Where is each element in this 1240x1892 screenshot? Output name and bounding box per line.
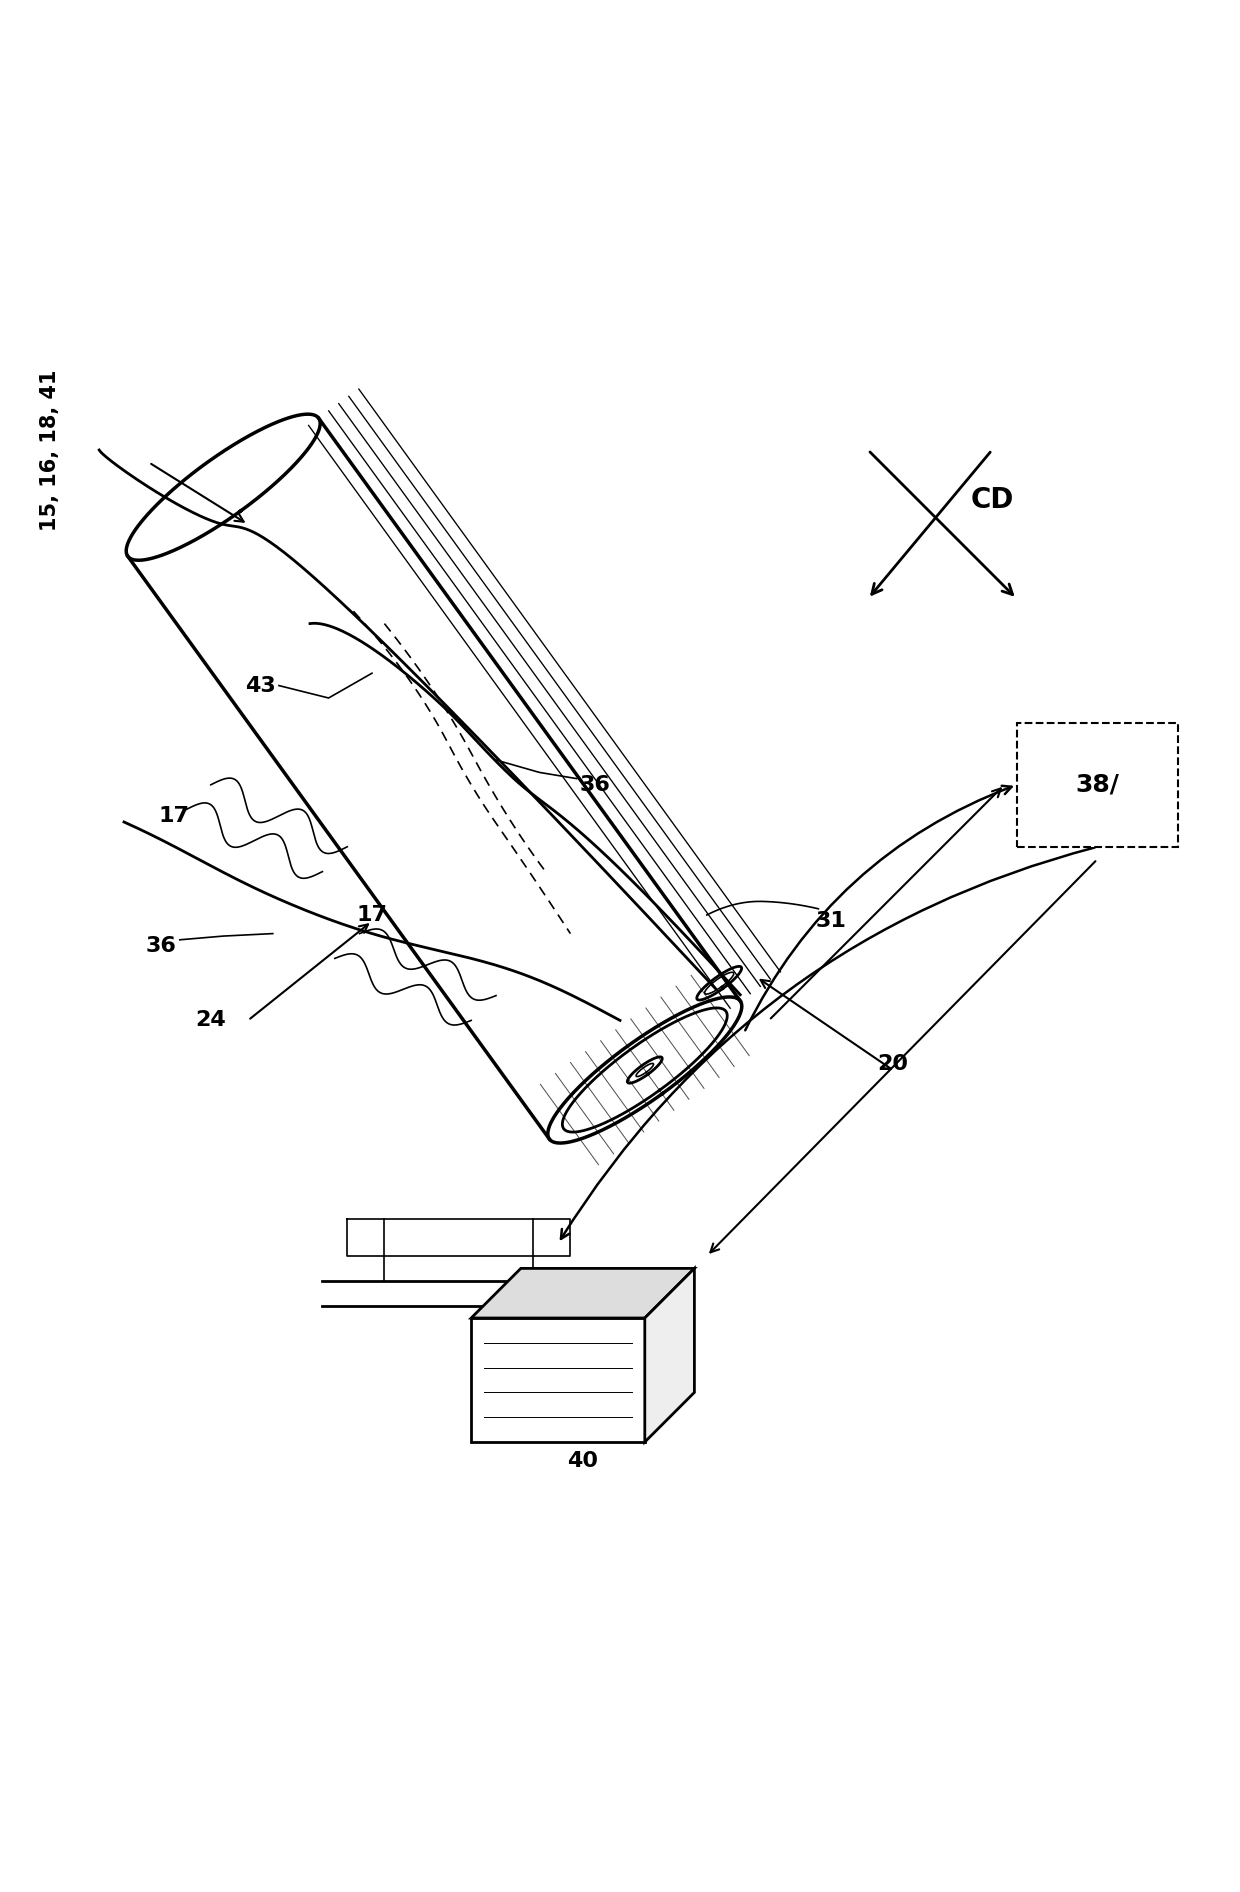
Text: 36: 36 [146, 937, 176, 955]
Text: 15, 16, 18, 41: 15, 16, 18, 41 [40, 369, 60, 532]
Polygon shape [471, 1319, 645, 1442]
Text: 40: 40 [567, 1451, 598, 1470]
Text: 38/: 38/ [1075, 772, 1120, 797]
Text: 17: 17 [357, 904, 387, 925]
Text: 31: 31 [816, 912, 846, 931]
Text: 36: 36 [580, 776, 610, 795]
Text: 20: 20 [878, 1054, 908, 1075]
Text: 17: 17 [159, 806, 190, 825]
Polygon shape [347, 1218, 570, 1256]
Text: 24: 24 [196, 1010, 226, 1031]
Polygon shape [471, 1268, 694, 1319]
Text: 43: 43 [246, 675, 275, 696]
FancyBboxPatch shape [1017, 723, 1178, 848]
Polygon shape [645, 1268, 694, 1442]
Text: CD: CD [971, 486, 1013, 513]
